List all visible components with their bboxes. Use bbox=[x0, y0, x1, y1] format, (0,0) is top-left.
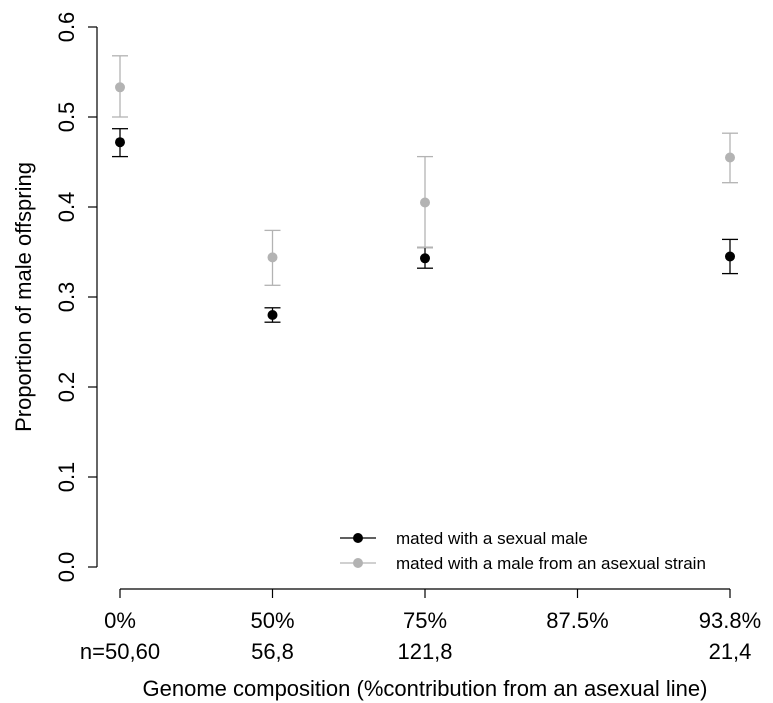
data-point bbox=[420, 197, 430, 208]
data-point bbox=[725, 251, 735, 262]
x-tick-label: 50% bbox=[250, 608, 294, 633]
sample-size-label: 21,4 bbox=[709, 639, 752, 664]
x-tick-label: 93.8% bbox=[699, 608, 761, 633]
y-tick-label: 0.6 bbox=[54, 12, 79, 43]
y-tick-label: 0.5 bbox=[54, 102, 79, 133]
legend-item: mated with a sexual male bbox=[340, 529, 588, 548]
data-point bbox=[115, 137, 125, 148]
x-tick-label: 0% bbox=[104, 608, 136, 633]
error-bar-point bbox=[417, 155, 433, 249]
data-point bbox=[725, 152, 735, 163]
x-tick-label: 75% bbox=[403, 608, 447, 633]
sample-size-label: 56,8 bbox=[251, 639, 294, 664]
data-marks bbox=[112, 55, 738, 323]
y-tick-label: 0.3 bbox=[54, 282, 79, 313]
legend-label: mated with a male from an asexual strain bbox=[396, 554, 706, 573]
error-bar-point bbox=[112, 128, 128, 158]
y-tick-label: 0.2 bbox=[54, 372, 79, 403]
data-point bbox=[420, 253, 430, 264]
data-point bbox=[115, 82, 125, 93]
error-bar-point bbox=[264, 307, 281, 323]
legend: mated with a sexual male mated with a mal… bbox=[340, 529, 706, 573]
y-tick-label: 0.0 bbox=[54, 552, 79, 583]
data-point bbox=[267, 310, 278, 320]
x-axis-title: Genome composition (%contribution from a… bbox=[143, 676, 708, 701]
y-axis: 0.0 0.1 0.2 0.3 0.4 0.5 0.6 bbox=[54, 12, 98, 583]
sample-size-label: n=50,60 bbox=[80, 639, 160, 664]
legend-label: mated with a sexual male bbox=[396, 529, 588, 548]
legend-item: mated with a male from an asexual strain bbox=[340, 554, 706, 573]
sample-size-label: 121,8 bbox=[397, 639, 452, 664]
x-axis: 0% n=50,60 50% 56,8 75% 121,8 87.5% 93.8% 21,4 bbox=[80, 588, 761, 664]
y-axis-title: Proportion of male offspring bbox=[11, 162, 36, 432]
data-point bbox=[267, 252, 278, 263]
y-tick-label: 0.4 bbox=[54, 192, 79, 223]
error-bar-point bbox=[722, 132, 738, 184]
error-bar-point bbox=[264, 229, 281, 286]
error-bar-point bbox=[112, 55, 128, 118]
legend-marker bbox=[353, 558, 363, 568]
x-tick-label: 87.5% bbox=[546, 608, 608, 633]
error-bar-point bbox=[722, 238, 738, 275]
error-bar-point bbox=[417, 246, 433, 269]
legend-marker bbox=[353, 533, 363, 543]
y-tick-label: 0.1 bbox=[54, 462, 79, 493]
